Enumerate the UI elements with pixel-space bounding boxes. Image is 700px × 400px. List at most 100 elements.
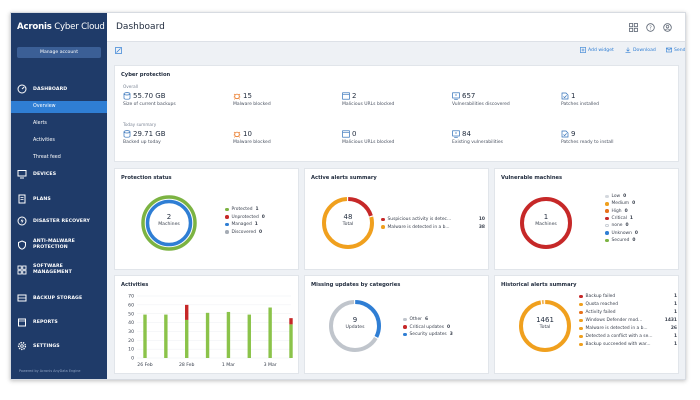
legend-label: Quota reached — [585, 302, 619, 307]
legend-item[interactable]: Activity failed 1 — [579, 310, 677, 315]
activity-bar[interactable] — [289, 324, 293, 358]
y-tick-label: 70 — [128, 294, 134, 300]
donut-slice[interactable] — [519, 300, 571, 352]
x-tick-label: 1 Mar — [222, 362, 235, 368]
section-label-today: Today summary — [123, 122, 157, 127]
sidebar-subitem-overview[interactable]: Overview — [11, 101, 107, 113]
legend-item[interactable]: Protected 1 — [225, 207, 295, 212]
user-account-icon[interactable] — [663, 23, 672, 32]
widget-title: Vulnerable machines — [501, 175, 563, 181]
legend-item[interactable]: Suspicious activity is detec... 10 — [381, 217, 485, 222]
sidebar-item-plans[interactable]: PLANS — [11, 193, 107, 205]
activity-bar[interactable] — [268, 307, 272, 358]
legend-dot — [579, 294, 583, 299]
widget-title: Activities — [121, 282, 149, 288]
activity-bar[interactable] — [164, 314, 168, 358]
send-button[interactable]: Send — [666, 47, 685, 53]
manage-account-button[interactable]: Manage account — [17, 47, 101, 58]
sidebar-item-label: DISASTER RECOVERY — [33, 218, 91, 224]
monitor-icon — [17, 170, 27, 179]
activity-bar[interactable] — [247, 314, 251, 358]
svg-text:?: ? — [649, 25, 652, 31]
sidebar-item-reports[interactable]: REPORTS — [11, 316, 107, 328]
legend-item[interactable]: Low 0 — [605, 194, 675, 199]
legend-count: 0 — [261, 214, 265, 220]
legend-item[interactable]: Critical updates 0 — [403, 325, 487, 330]
legend-item[interactable]: Detected a conflict with a se... 1 — [579, 334, 677, 339]
donut-center-label: Machines — [535, 222, 557, 227]
protection-status-donut — [141, 195, 197, 251]
legend-item[interactable]: Malware is detected in a b... 38 — [381, 225, 485, 230]
legend-item[interactable]: none 0 — [605, 223, 675, 228]
legend-dot — [605, 223, 609, 228]
legend-item[interactable]: Malware is detected in a b... 26 — [579, 326, 677, 331]
legend-label: Detected a conflict with a se... — [585, 334, 653, 339]
activity-bar[interactable] — [185, 304, 189, 320]
donut-slice[interactable] — [322, 197, 374, 249]
donut-center-label: Machines — [158, 222, 180, 227]
legend-count: 0 — [447, 324, 451, 330]
edit-layout-icon[interactable] — [115, 47, 122, 54]
legend-item[interactable]: High 0 — [605, 209, 675, 214]
legend-dot — [403, 332, 407, 337]
legend-item[interactable]: Critical 1 — [605, 216, 675, 221]
gear-icon — [17, 341, 27, 351]
sidebar-subitem-threat-feed[interactable]: Threat feed — [33, 155, 61, 160]
sidebar-item-disaster-recovery[interactable]: DISASTER RECOVERY — [11, 215, 107, 227]
sidebar-item-backup-storage[interactable]: BACKUP STORAGE — [11, 292, 107, 304]
donut-slice[interactable] — [329, 300, 381, 352]
activity-bar[interactable] — [289, 318, 293, 325]
activity-bar[interactable] — [143, 314, 147, 358]
envelope-icon — [666, 47, 672, 53]
legend-item[interactable]: Security updates 3 — [403, 332, 487, 337]
help-icon[interactable]: ? — [646, 23, 655, 32]
y-tick-label: 50 — [128, 311, 134, 317]
activity-bar[interactable] — [185, 319, 189, 358]
add-widget-button[interactable]: Add widget — [580, 47, 614, 53]
legend-item[interactable]: Other 6 — [403, 317, 487, 322]
activities-widget: Activities 0 10 20 30 40 50 60 70 26 Feb 28 Feb 1 … — [114, 275, 299, 374]
legend-count: 1431 — [664, 318, 677, 323]
sidebar-item-label: PLANS — [33, 196, 51, 202]
y-tick-label: 20 — [128, 338, 134, 344]
stat-value: 657 — [462, 92, 476, 100]
donut-slice[interactable] — [329, 300, 381, 352]
donut-center-value: 1 — [543, 213, 549, 221]
legend-count: 0 — [624, 208, 628, 214]
apps-grid-icon[interactable] — [629, 23, 638, 32]
donut-slice[interactable] — [145, 199, 193, 247]
stat-value: 84 — [462, 130, 471, 138]
donut-slice[interactable] — [141, 195, 197, 251]
sidebar-subitem-activities[interactable]: Activities — [33, 138, 55, 143]
legend-item[interactable]: Quota reached 1 — [579, 302, 677, 307]
app-logo[interactable]: Acronis Cyber Cloud — [17, 22, 105, 32]
legend-item[interactable]: Windows Defender mod... 1431 — [579, 318, 677, 323]
activity-bar[interactable] — [226, 311, 231, 358]
active-alerts-donut — [322, 197, 374, 249]
stat-label: Size of current backups — [123, 102, 176, 107]
sidebar-item-label: DASHBOARD — [33, 86, 68, 92]
download-button[interactable]: Download — [625, 47, 656, 53]
sidebar-item-dashboard[interactable]: DASHBOARD — [11, 83, 107, 95]
stat-label: Malware blocked — [233, 102, 271, 107]
legend-item[interactable]: Medium 0 — [605, 201, 675, 206]
legend-count: 0 — [632, 237, 636, 243]
sidebar-item-software-management[interactable]: SOFTWARE MANAGEMENT — [11, 261, 107, 279]
sidebar-item-settings[interactable]: SETTINGS — [11, 340, 107, 352]
legend-item[interactable]: Discovered 0 — [225, 230, 295, 235]
activity-bar[interactable] — [205, 312, 210, 358]
legend-item[interactable]: Secured 0 — [605, 238, 675, 243]
donut-slice[interactable] — [520, 197, 572, 249]
legend-item[interactable]: Unknown 0 — [605, 231, 675, 236]
legend-item[interactable]: Backup succeeded with war... 1 — [579, 342, 677, 347]
legend-item[interactable]: Unprotected 0 — [225, 215, 295, 220]
legend-item[interactable]: Managed 1 — [225, 222, 295, 227]
stat-value: 1 — [571, 92, 576, 100]
sidebar-item-anti-malware[interactable]: ANTI-MALWARE PROTECTION — [11, 236, 107, 254]
sidebar-subitem-alerts[interactable]: Alerts — [33, 121, 47, 126]
y-tick-label: 10 — [128, 347, 134, 353]
bug-icon — [233, 131, 241, 138]
legend-item[interactable]: Backup failed 1 — [579, 294, 677, 299]
x-tick-label: 3 Mar — [264, 362, 277, 368]
sidebar-item-devices[interactable]: DEVICES — [11, 168, 107, 180]
